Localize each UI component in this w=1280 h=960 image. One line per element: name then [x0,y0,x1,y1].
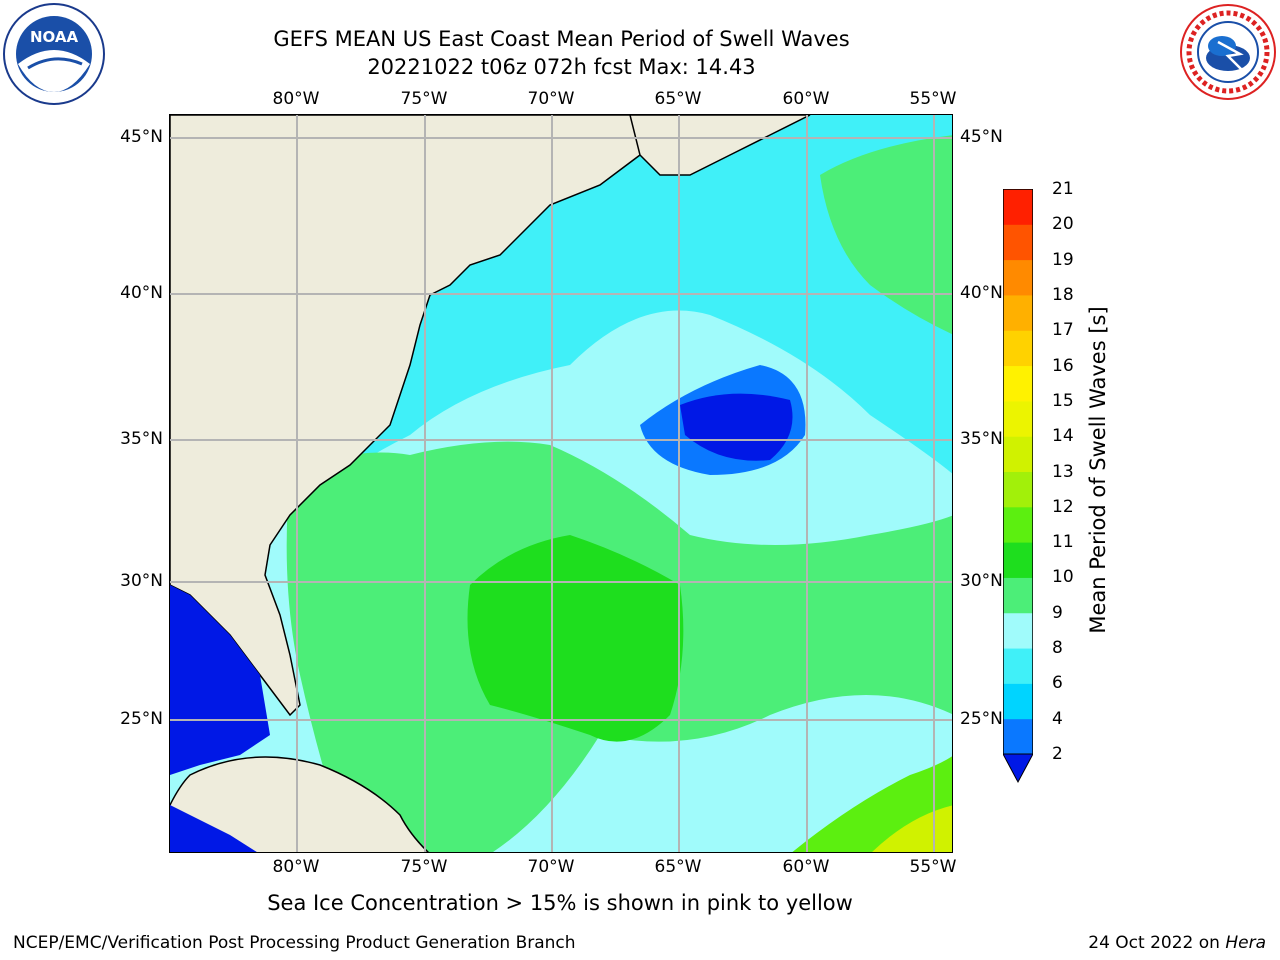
lat-label-left: 25°N [120,709,163,729]
lon-label-bottom: 70°W [527,857,575,877]
lon-label-bottom: 60°W [782,857,830,877]
lat-label-right: 45°N [960,127,1003,147]
colorbar-extend-triangle [1002,753,1034,784]
colorbar-segment [1003,400,1033,437]
colorbar-segment [1003,436,1033,472]
period-10-11-zone [467,535,684,742]
colorbar-tick-label: 9 [1052,602,1063,623]
colorbar-segment [1003,577,1033,614]
colorbar-tick-label: 21 [1052,179,1074,199]
lon-label-bottom: 80°W [272,857,320,877]
noaa-logo: NOAA [2,2,106,106]
colorbar-tick-label: 12 [1052,496,1074,517]
cuba [170,756,430,852]
colorbar-segment [1003,471,1033,508]
footer-date: 24 Oct 2022 on Hera [1088,933,1266,953]
nws-logo [1178,2,1278,102]
land-mass [170,115,672,717]
colorbar-tick-label: 14 [1052,426,1074,447]
colorbar-segment [1003,224,1033,261]
svg-text:NOAA: NOAA [30,28,79,46]
colorbar-tick-label: 6 [1052,673,1063,694]
sea-ice-note: Sea Ice Concentration > 15% is shown in … [267,891,853,915]
colorbar-segment [1003,683,1033,720]
colorbar-tick-label: 19 [1052,249,1074,270]
lon-label-top: 60°W [782,89,830,109]
chart-subtitle: 20221022 t06z 072h fcst Max: 14.43 [367,55,756,79]
colorbar-tick-label: 20 [1052,214,1074,235]
colorbar-tick-label: 4 [1052,708,1063,729]
colorbar [1002,188,1034,784]
colorbar-label: Mean Period of Swell Waves [s] [1086,306,1110,634]
colorbar-segment [1003,259,1033,296]
colorbar-tick-label: 15 [1052,390,1074,411]
lon-label-top: 55°W [909,89,957,109]
colorbar-tick-label: 18 [1052,284,1074,305]
map-canvas [170,115,952,852]
lon-label-top: 70°W [527,89,575,109]
colorbar-segment [1003,542,1033,578]
lat-label-right: 35°N [960,429,1003,449]
lon-label-top: 80°W [272,89,320,109]
lat-label-right: 30°N [960,571,1003,591]
lon-label-top: 65°W [654,89,702,109]
lat-label-right: 40°N [960,283,1003,303]
colorbar-tick-label: 16 [1052,355,1074,376]
lon-label-bottom: 75°W [400,857,448,877]
colorbar-segment [1003,294,1033,331]
lon-label-bottom: 55°W [909,857,957,877]
map-panel [169,114,953,853]
gulf-blue [170,585,270,775]
colorbar-segment [1003,612,1033,649]
footer-credit: NCEP/EMC/Verification Post Processing Pr… [13,933,576,953]
lon-label-bottom: 65°W [654,857,702,877]
colorbar-tick-label: 10 [1052,567,1074,588]
colorbar-segment [1003,718,1033,755]
lat-label-right: 25°N [960,709,1003,729]
colorbar-tick-label: 2 [1052,744,1063,764]
chart-title: GEFS MEAN US East Coast Mean Period of S… [273,27,850,51]
period-2-4-zone [680,393,793,461]
colorbar-tick-label: 13 [1052,461,1074,482]
colorbar-segment [1003,506,1033,543]
colorbar-segment [1003,648,1033,684]
grid-lines [170,115,952,852]
lat-label-left: 45°N [120,127,163,147]
lat-label-left: 30°N [120,571,163,591]
colorbar-tick-label: 11 [1052,532,1074,553]
colorbar-tick-label: 8 [1052,638,1063,659]
colorbar-segment [1003,365,1033,402]
lat-label-left: 35°N [120,429,163,449]
colorbar-segment [1003,189,1033,225]
lat-label-left: 40°N [120,283,163,303]
lon-label-top: 75°W [400,89,448,109]
footer-date-text: 24 Oct 2022 on [1088,933,1226,953]
colorbar-tick-label: 17 [1052,320,1074,341]
footer-host: Hera [1225,933,1266,953]
colorbar-segment [1003,330,1033,367]
